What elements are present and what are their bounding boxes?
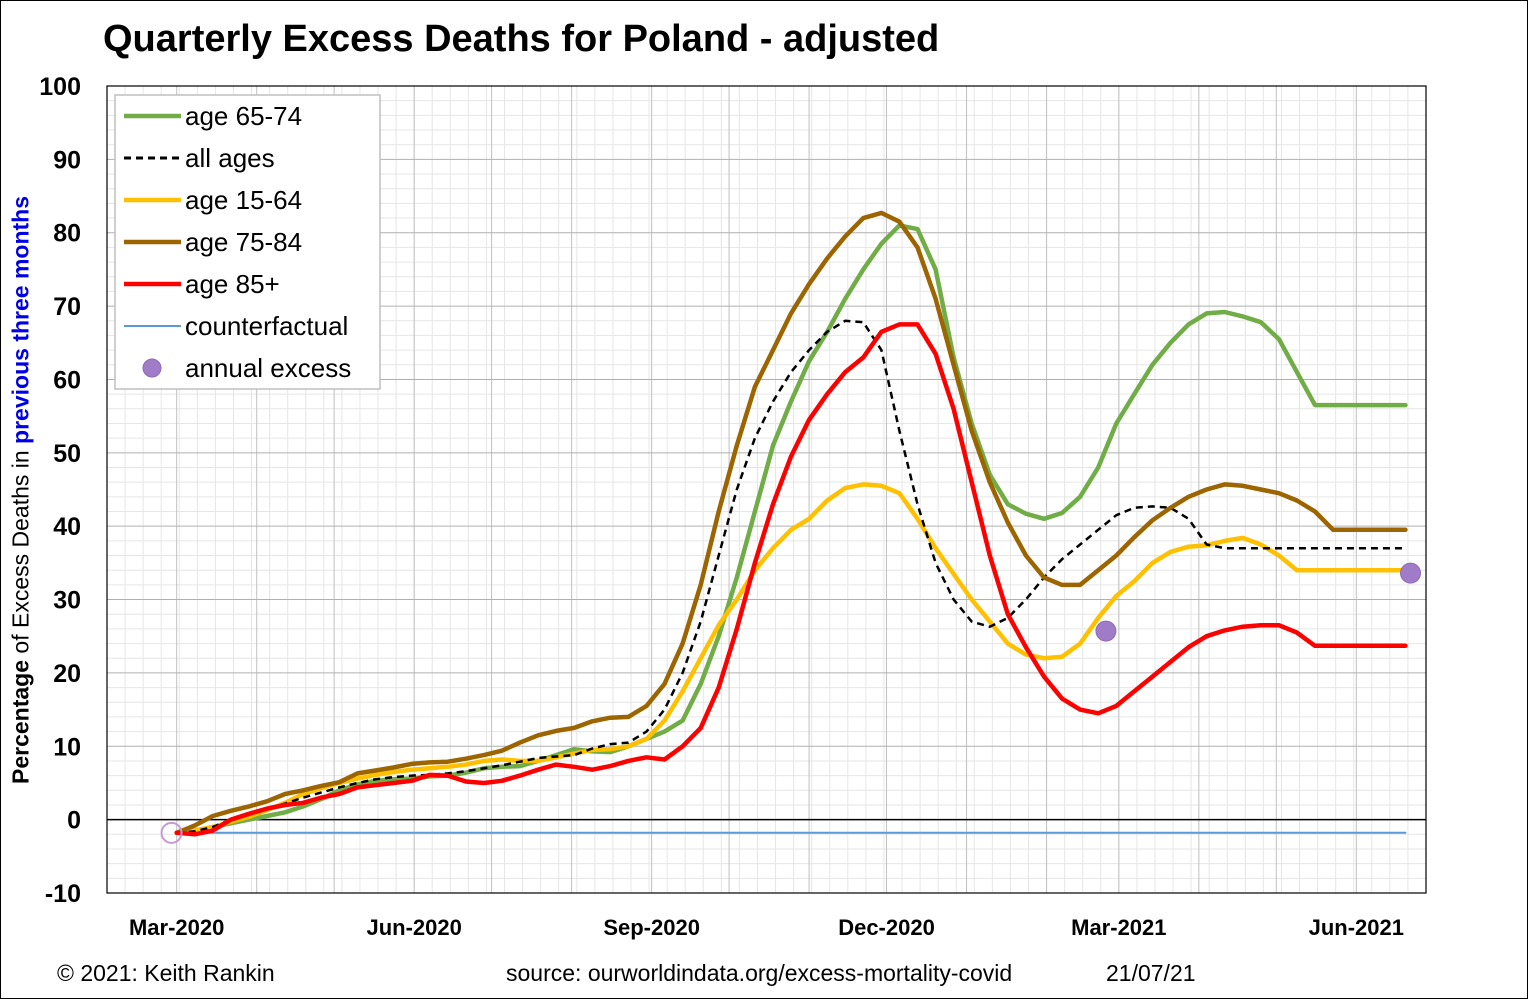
legend-swatch-annual-excess [142, 358, 162, 378]
y-tick-label: -10 [45, 880, 81, 908]
x-tick-label: Mar-2020 [129, 915, 224, 940]
legend-label-age-85-plus: age 85+ [185, 269, 280, 299]
y-tick-label: 40 [53, 513, 81, 541]
annual-excess-marker [160, 821, 183, 844]
y-tick-label: 20 [53, 660, 81, 688]
y-tick-label: 60 [53, 366, 81, 394]
legend-label-all-ages: all ages [185, 143, 275, 173]
y-tick-label: 50 [53, 440, 81, 468]
source-text: source: ourworldindata.org/excess-mortal… [506, 960, 1013, 986]
x-tick-label: Sep-2020 [603, 915, 700, 940]
plot-border [106, 85, 1427, 894]
series-line-age-65-74 [174, 223, 1408, 836]
x-tick-label: Jun-2021 [1309, 915, 1404, 940]
y-tick-label: 30 [53, 587, 81, 615]
y-tick-label: 80 [53, 220, 81, 248]
y-tick-label: 90 [53, 146, 81, 174]
legend-label-age-75-84: age 75-84 [185, 227, 302, 257]
x-tick-label: Jun-2020 [366, 915, 461, 940]
series-line-age-15-64 [174, 482, 1408, 836]
annual-excess-marker [1095, 620, 1117, 642]
x-tick-label: Dec-2020 [838, 915, 935, 940]
copyright-text: © 2021: Keith Rankin [57, 960, 275, 986]
x-tick-label: Mar-2021 [1071, 915, 1166, 940]
y-tick-label: 10 [53, 733, 81, 761]
series-line-all-ages [176, 319, 1406, 835]
y-tick-label: 100 [39, 73, 81, 101]
y-tick-label: 70 [53, 293, 81, 321]
y-tick-label: 0 [67, 807, 81, 835]
chart-title: Quarterly Excess Deaths for Poland - adj… [103, 18, 940, 60]
series-line-age-75-84 [174, 210, 1408, 836]
date-text: 21/07/21 [1106, 960, 1196, 986]
annual-excess-marker [1400, 562, 1422, 584]
series-line-age-85-plus [174, 322, 1408, 837]
legend-label-counterfactual: counterfactual [185, 311, 348, 341]
legend-label-annual-excess: annual excess [185, 353, 351, 383]
legend-label-age-65-74: age 65-74 [185, 101, 302, 131]
legend-label-age-15-64: age 15-64 [185, 185, 302, 215]
